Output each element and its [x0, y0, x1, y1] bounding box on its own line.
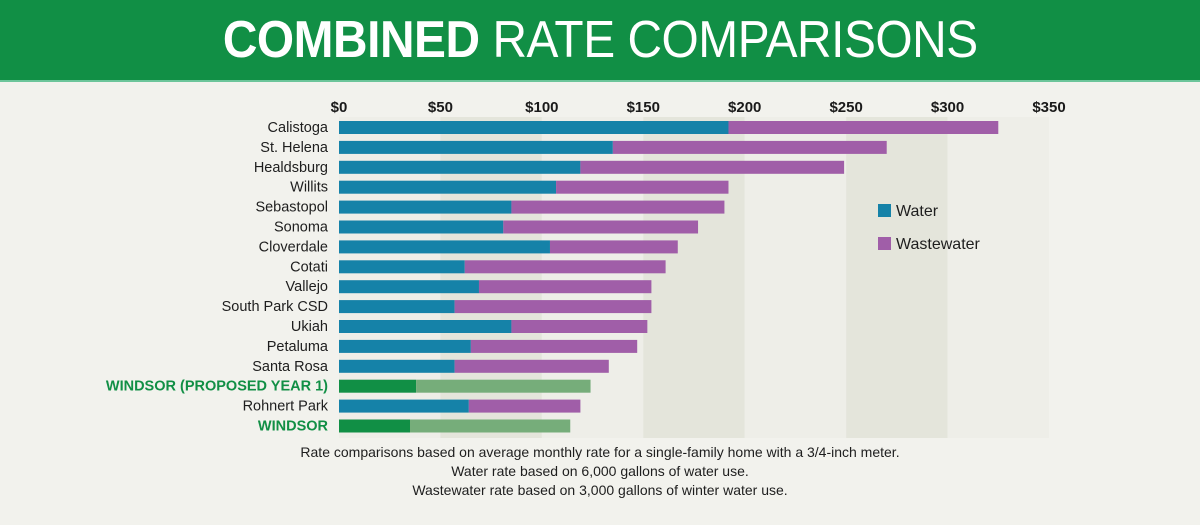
page-title: COMBINED RATE COMPARISONS — [223, 10, 978, 70]
bar-water — [339, 280, 479, 294]
bar-wastewater — [464, 260, 666, 274]
grid-band — [947, 117, 1049, 438]
category-label: WINDSOR (PROPOSED YEAR 1) — [106, 379, 328, 395]
bar-wastewater — [416, 379, 591, 393]
category-label: Vallejo — [286, 279, 328, 295]
bar-water — [339, 359, 455, 373]
bar-wastewater — [580, 160, 845, 174]
footnote-2: Water rate based on 6,000 gallons of wat… — [451, 463, 749, 479]
legend-water-swatch — [878, 204, 891, 217]
x-tick-label: $0 — [331, 99, 348, 116]
legend-wastewater-swatch — [878, 237, 891, 250]
x-tick-label: $150 — [627, 99, 660, 116]
bar-water — [339, 300, 455, 314]
category-label: Healdsburg — [254, 160, 328, 176]
grid-band — [846, 117, 948, 438]
title-light: RATE COMPARISONS — [492, 11, 978, 69]
legend-water-label: Water — [896, 203, 939, 220]
header-banner: COMBINED RATE COMPARISONS — [0, 0, 1200, 82]
category-label: Ukiah — [291, 319, 328, 335]
bar-wastewater — [454, 359, 609, 373]
bar-water — [339, 220, 504, 234]
bar-wastewater — [612, 140, 887, 154]
category-label: Calistoga — [268, 120, 329, 136]
x-tick-label: $350 — [1032, 99, 1065, 116]
category-label: Rohnert Park — [243, 399, 329, 415]
bar-wastewater — [410, 419, 571, 433]
bar-water — [339, 320, 512, 333]
bar-water — [339, 140, 613, 154]
x-axis-ticks: $0 $50 $100 $150 $200 $250 $300 $350 — [331, 99, 1066, 116]
legend: Water Wastewater — [878, 203, 981, 253]
category-label: Cloverdale — [259, 239, 328, 255]
bar-wastewater — [511, 320, 648, 333]
category-label: WINDSOR — [258, 419, 329, 435]
bar-water — [339, 160, 581, 174]
x-tick-label: $50 — [428, 99, 453, 116]
bar-wastewater — [503, 220, 699, 234]
bar-wastewater — [511, 200, 725, 214]
category-label: Sonoma — [274, 220, 329, 236]
footnote-1: Rate comparisons based on average monthl… — [300, 444, 900, 460]
bar-wastewater — [728, 121, 999, 134]
bar-water — [339, 260, 465, 274]
bars — [339, 121, 999, 433]
footnote-3: Wastewater rate based on 3,000 gallons o… — [412, 482, 788, 498]
x-tick-label: $100 — [525, 99, 558, 116]
bar-water — [339, 121, 729, 134]
bar-wastewater — [478, 280, 652, 294]
category-label: Santa Rosa — [252, 359, 329, 375]
title-bold: COMBINED — [222, 11, 480, 69]
category-label: Cotati — [290, 259, 328, 275]
bar-water — [339, 379, 417, 393]
bar-water — [339, 180, 557, 194]
bar-water — [339, 399, 469, 413]
legend-wastewater-label: Wastewater — [896, 236, 981, 253]
bar-water — [339, 240, 550, 254]
category-labels: Calistoga St. Helena Healdsburg Willits Seba… — [106, 120, 329, 435]
footnotes: Rate comparisons based on average monthl… — [0, 443, 1200, 500]
category-label: Petaluma — [267, 339, 329, 355]
category-label: Sebastopol — [255, 200, 328, 216]
x-tick-label: $250 — [829, 99, 862, 116]
bar-water — [339, 339, 471, 353]
bar-water — [339, 419, 410, 433]
bar-water — [339, 200, 512, 214]
bar-wastewater — [470, 339, 638, 353]
x-tick-label: $200 — [728, 99, 761, 116]
bar-wastewater — [549, 240, 678, 254]
bar-wastewater — [454, 300, 652, 314]
category-label: St. Helena — [260, 140, 329, 156]
category-label: South Park CSD — [222, 299, 328, 315]
bar-wastewater — [556, 180, 729, 194]
bar-wastewater — [468, 399, 581, 413]
x-tick-label: $300 — [931, 99, 964, 116]
category-label: Willits — [290, 180, 328, 196]
